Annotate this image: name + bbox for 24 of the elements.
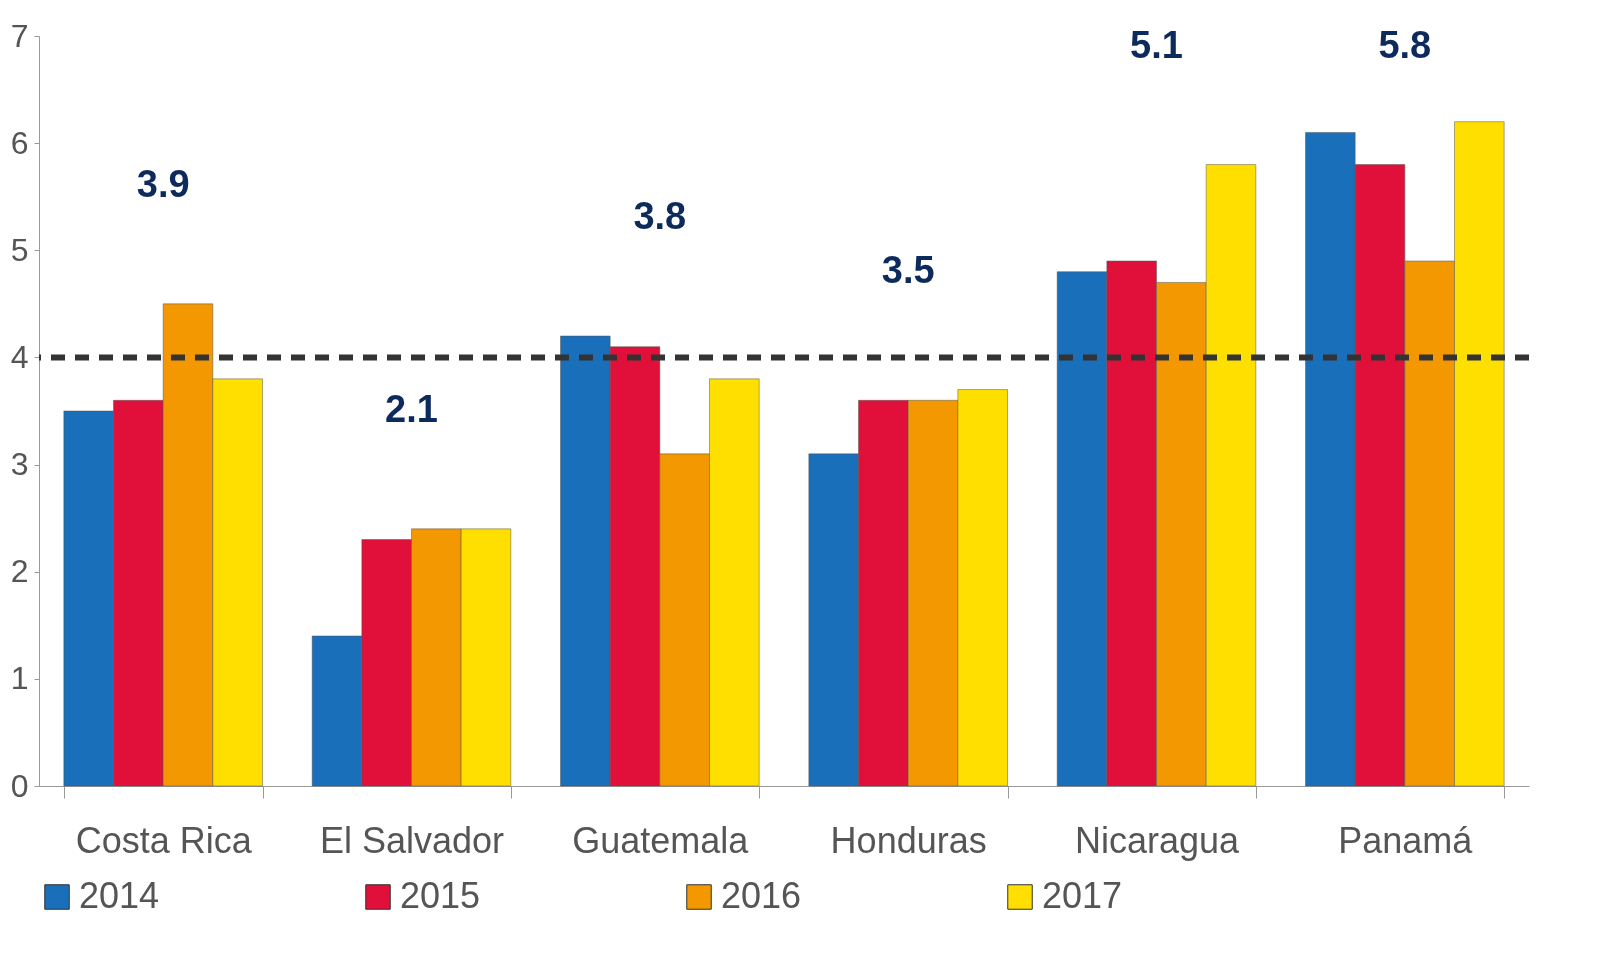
y-tick-label: 4 [10,338,29,375]
annotation: 5.8 [1378,23,1432,66]
annotation: 3.8 [633,195,687,238]
x-tick-label: Panamá [1338,819,1474,861]
legend-label: 2017 [1042,875,1123,916]
y-tick-label: 6 [10,124,29,161]
x-tick-label: Honduras [830,819,987,861]
legend-label: 2014 [79,875,160,916]
annotation: 2.1 [385,388,438,430]
x-tick-label: Guatemala [572,819,750,861]
legend-label: 2015 [400,875,481,916]
annotation: 3.9 [136,163,190,205]
y-tick-label: 2 [10,553,29,590]
x-tick-label: Costa Rica [75,819,253,861]
y-tick-label: 5 [10,231,29,268]
y-tick-label: 0 [10,767,29,804]
x-tick-label: Nicaragua [1074,819,1241,861]
annotation: 5.1 [1130,23,1183,66]
y-tick-label: 3 [10,446,29,483]
x-tick-label: El Salvador [319,819,505,861]
y-tick-label: 1 [10,660,29,697]
legend-label: 2016 [721,875,802,916]
y-tick-label: 7 [10,17,29,54]
annotation: 3.5 [881,248,935,291]
